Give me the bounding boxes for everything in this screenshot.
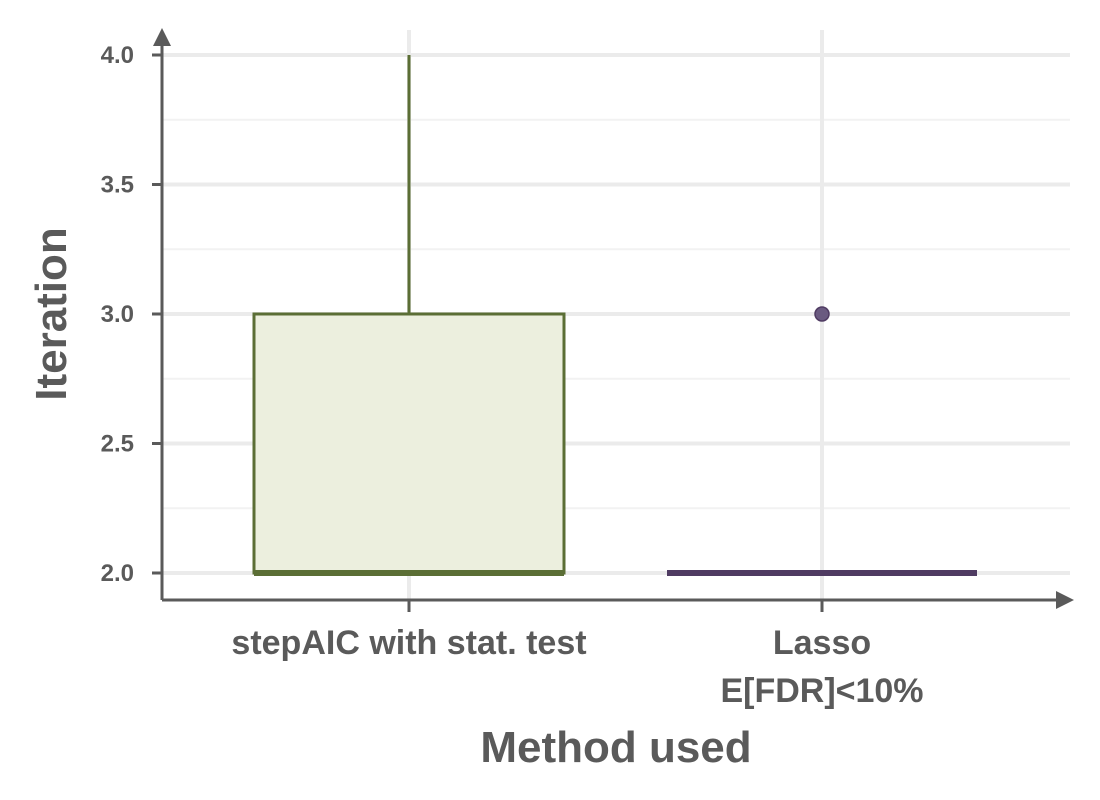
y-tick-label: 4.0 xyxy=(101,42,134,69)
y-tick-label: 3.5 xyxy=(101,172,134,199)
y-tick-label: 2.0 xyxy=(101,560,134,587)
box-series-1 xyxy=(252,55,566,576)
x-axis-title: Method used xyxy=(480,723,751,772)
labels: 2.0 2.5 3.0 3.5 4.0 stepAIC with stat. test La… xyxy=(101,42,924,710)
x-axis-arrow xyxy=(1056,591,1074,609)
y-tick-label: 3.0 xyxy=(101,301,134,328)
box-body xyxy=(252,312,566,575)
x-category-label: E[FDR]<10% xyxy=(720,672,923,710)
outlier-point xyxy=(814,306,830,322)
box-series-2 xyxy=(667,306,977,576)
x-category-label: stepAIC with stat. test xyxy=(231,624,586,662)
boxes xyxy=(252,55,977,576)
y-tick-label: 2.5 xyxy=(101,431,134,458)
axes xyxy=(153,28,1074,609)
y-axis-title: Iteration xyxy=(27,227,76,401)
x-category-label: Lasso xyxy=(773,624,871,662)
y-axis-arrow xyxy=(153,28,171,46)
